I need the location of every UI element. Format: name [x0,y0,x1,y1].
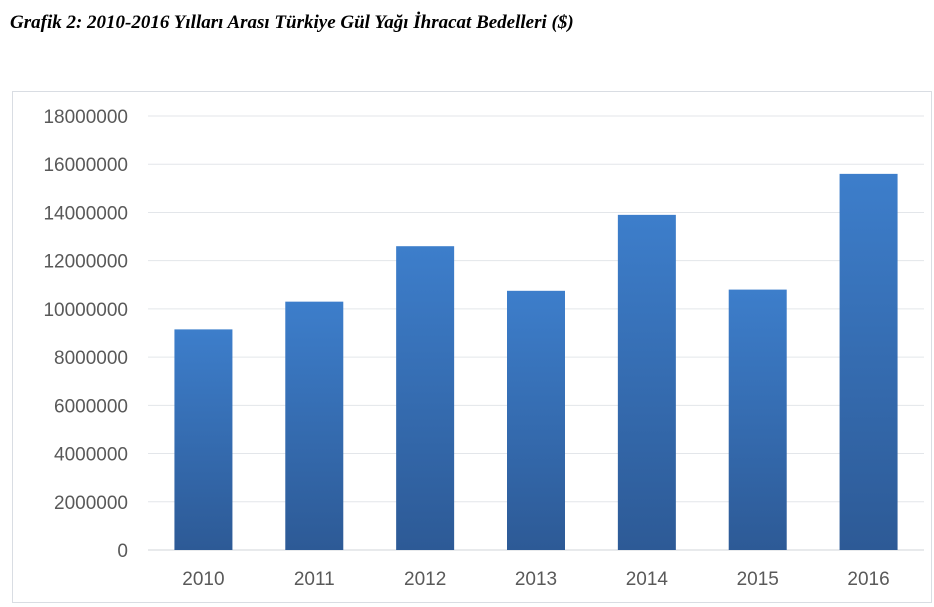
bar-2015 [728,289,787,550]
x-tick-label: 2014 [626,569,669,590]
y-tick-label: 0 [117,541,128,562]
bars [174,173,898,550]
y-tick-label: 14000000 [43,203,128,224]
x-tick-label: 2010 [182,569,224,590]
bar-2013 [507,290,565,550]
bar-2016 [839,173,898,550]
y-tick-label: 10000000 [43,300,128,321]
y-axis-ticks: 0 2000000 4000000 6000000 8000000 10000000 120… [43,107,128,562]
chart-caption: Grafik 2: 2010-2016 Yılları Arası Türkiy… [10,12,574,33]
x-tick-label: 2013 [515,569,557,590]
y-tick-label: 12000000 [43,252,128,273]
y-tick-label: 18000000 [43,107,128,128]
x-axis-ticks: 2010 2011 2012 2013 2014 2015 2016 [182,569,889,590]
y-tick-label: 4000000 [54,445,128,466]
y-tick-label: 8000000 [54,348,128,369]
bar-2014 [617,214,676,550]
bar-2012 [396,246,455,550]
bar-2011 [285,301,344,550]
y-tick-label: 2000000 [54,493,128,514]
x-tick-label: 2011 [294,569,335,590]
y-tick-label: 6000000 [54,396,128,417]
x-tick-label: 2012 [404,569,446,590]
x-tick-label: 2016 [847,569,889,590]
bar-2010 [174,329,233,550]
y-tick-label: 16000000 [43,155,128,176]
x-tick-label: 2015 [737,569,779,590]
